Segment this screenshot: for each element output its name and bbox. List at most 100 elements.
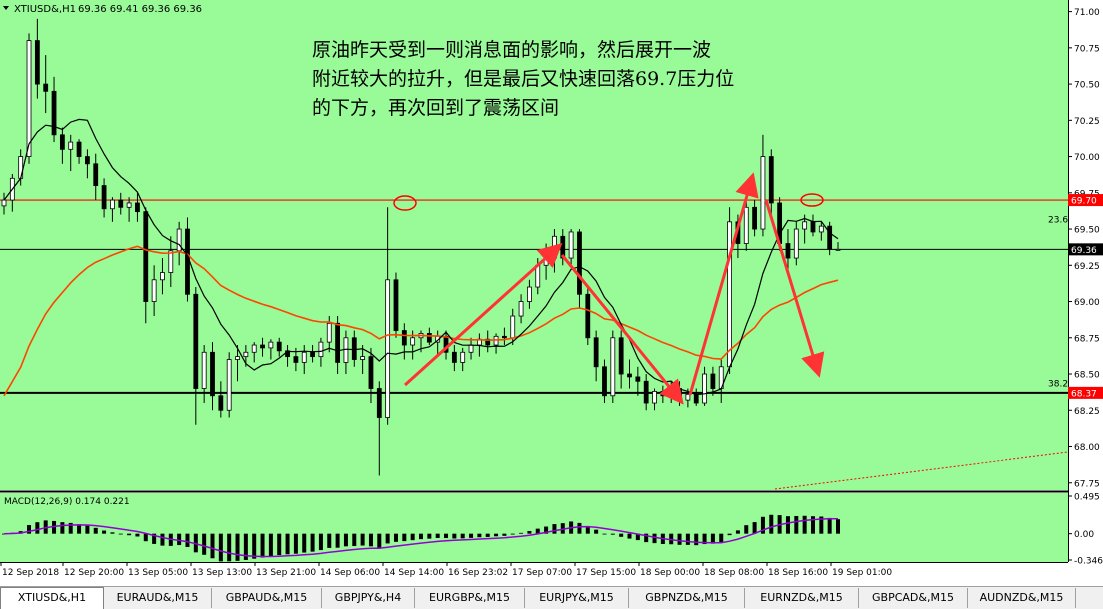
- macd-histogram-bar: [602, 533, 607, 535]
- macd-histogram-bar: [794, 516, 799, 534]
- macd-histogram-bar: [810, 516, 815, 534]
- candle-body: [260, 344, 265, 349]
- time-tick-label: 12 Sep 2018: [2, 568, 59, 578]
- macd-histogram-bar: [318, 533, 323, 551]
- highlight-circle[interactable]: [393, 195, 417, 211]
- moving-average-fast: [3, 118, 839, 396]
- macd-histogram-bar: [685, 533, 690, 545]
- candle-body: [235, 356, 240, 360]
- tab-eurjpy-m15[interactable]: EURJPY&,M15: [525, 588, 629, 608]
- candle-body: [818, 225, 824, 233]
- candle-body: [101, 185, 107, 210]
- macd-histogram-bar: [293, 533, 298, 554]
- time-tick-label: 18 Sep 16:00: [768, 568, 828, 578]
- macd-histogram-bar: [527, 530, 532, 534]
- ohlc-label: 69.36 69.41 69.36 69.36: [78, 4, 202, 15]
- macd-histogram-bar: [235, 533, 240, 561]
- macd-histogram-bar: [68, 522, 73, 534]
- dropdown-triangle-icon[interactable]: [3, 6, 9, 10]
- time-tick-label: 16 Sep 23:02: [448, 568, 508, 578]
- candle-body: [743, 206, 749, 244]
- macd-tick-label: -0.346: [1074, 557, 1103, 567]
- macd-histogram-bar: [343, 533, 348, 547]
- candle-body: [518, 301, 524, 317]
- macd-histogram-bar: [118, 533, 123, 535]
- candle-body: [310, 351, 315, 358]
- price-chart[interactable]: 23.638.2 71.0070.7570.5070.2570.0069.756…: [0, 0, 1103, 586]
- candle-body: [752, 206, 757, 230]
- macd-histogram-bar: [402, 533, 407, 542]
- time-tick-label: 18 Sep 00:00: [640, 568, 700, 578]
- macd-histogram-bar: [802, 515, 807, 534]
- trend-line-dotted[interactable]: [774, 451, 1069, 490]
- level-price-tag: [1068, 194, 1103, 207]
- macd-histogram-bar: [35, 522, 40, 534]
- macd-histogram-bar: [135, 533, 140, 537]
- candle-body: [652, 391, 657, 404]
- fib-level-label: 23.6: [1048, 216, 1068, 226]
- macd-histogram-bar: [477, 533, 482, 538]
- macd-histogram-bar: [610, 533, 615, 535]
- macd-histogram-bar: [102, 530, 107, 534]
- macd-histogram-bar: [719, 533, 724, 543]
- candle-body: [760, 156, 766, 230]
- macd-histogram-bar: [385, 533, 390, 544]
- macd-histogram-bar: [368, 533, 373, 547]
- tab-eurnzd-m15[interactable]: EURNZD&,M15: [745, 588, 859, 608]
- trend-arrow[interactable]: [764, 199, 825, 378]
- tab-gbpaud-m15[interactable]: GBPAUD&,M15: [212, 588, 322, 608]
- tab-gbpjpy-h4[interactable]: GBPJPY&,H4: [322, 588, 415, 608]
- tab-euraud-m15[interactable]: EURAUD&,M15: [104, 588, 212, 608]
- candle-body: [602, 366, 607, 397]
- macd-histogram-bar: [760, 516, 765, 534]
- candle-body: [802, 221, 808, 230]
- price-tick-label: 69.25: [1074, 262, 1100, 272]
- macd-histogram-bar: [27, 525, 32, 534]
- price-tick-label: 68.75: [1074, 334, 1100, 344]
- candle-body: [335, 322, 341, 363]
- trend-arrow[interactable]: [560, 254, 684, 405]
- macd-histogram-bar: [460, 533, 465, 539]
- candle-body: [685, 393, 691, 401]
- tab-gbpnzd-m15[interactable]: GBPNZD&,M15: [629, 588, 745, 608]
- macd-histogram-bar: [452, 533, 457, 539]
- time-tick-label: 18 Sep 08:00: [704, 568, 764, 578]
- time-tick-label: 14 Sep 14:00: [384, 568, 444, 578]
- candle-body: [368, 356, 374, 389]
- macd-histogram-bar: [52, 520, 57, 534]
- tab-xtiusd-h1[interactable]: XTIUSD&,H1: [0, 587, 104, 609]
- trend-arrow[interactable]: [688, 172, 759, 396]
- macd-histogram-bar: [710, 533, 715, 544]
- tab-gbpcad-m15[interactable]: GBPCAD&,M15: [859, 588, 968, 608]
- price-tick-label: 68.00: [1074, 443, 1100, 453]
- macd-tick-label: 0.495: [1074, 493, 1100, 503]
- candle-body: [59, 134, 65, 150]
- candle-body: [143, 211, 149, 302]
- macd-histogram-bar: [827, 517, 832, 534]
- macd-histogram-bar: [193, 533, 198, 553]
- candle-body: [301, 351, 307, 363]
- macd-histogram-bar: [585, 525, 590, 534]
- annotation-text: 原油昨天受到一则消息面的影响，然后展开一波 附近较大的拉升，但是最后又快速回落6…: [312, 36, 872, 123]
- macd-histogram-bar: [310, 533, 315, 552]
- macd-tick-label: 0.00: [1074, 530, 1094, 540]
- candle-body: [68, 141, 74, 150]
- candle-body: [193, 293, 199, 389]
- candle-body: [593, 337, 599, 368]
- price-tick-label: 70.25: [1074, 117, 1100, 127]
- trend-arrow[interactable]: [403, 242, 563, 387]
- candle-body: [401, 330, 407, 346]
- fib-level-label: 38.2: [1048, 380, 1068, 390]
- tab-eurgbp-m15[interactable]: EURGBP&,M15: [415, 588, 525, 608]
- macd-histogram-bar: [502, 533, 507, 536]
- macd-histogram-bar: [485, 533, 490, 537]
- candle-body: [343, 337, 349, 363]
- tab-audnzd-m15[interactable]: AUDNZD&,M15: [968, 588, 1076, 608]
- candle-body: [702, 373, 707, 404]
- macd-histogram-bar: [410, 533, 415, 541]
- highlight-circle[interactable]: [800, 193, 824, 207]
- time-tick-label: 13 Sep 21:00: [256, 568, 316, 578]
- candle-body: [577, 231, 582, 295]
- candle-body: [460, 351, 466, 363]
- candle-body: [393, 279, 399, 331]
